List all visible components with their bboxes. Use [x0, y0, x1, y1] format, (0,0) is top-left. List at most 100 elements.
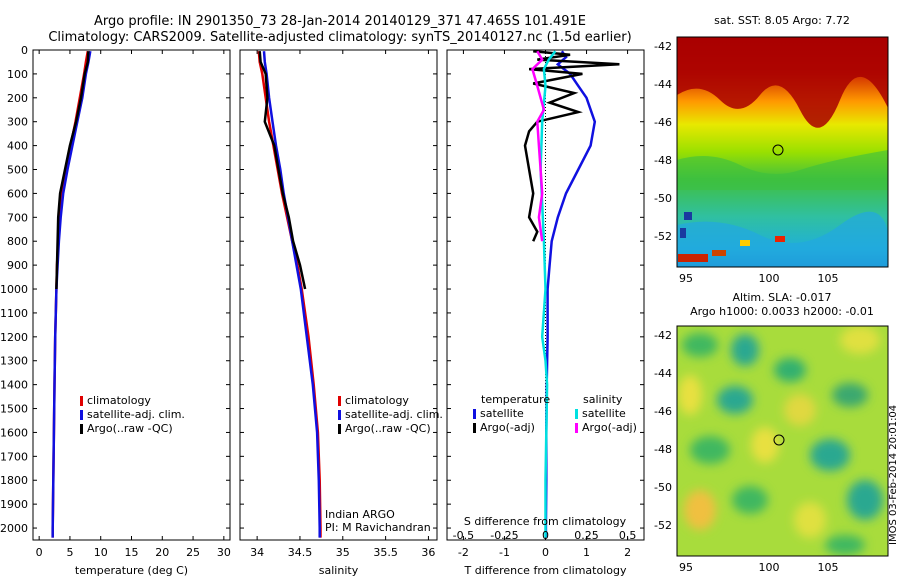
- depth-tick-label: 100: [7, 68, 28, 81]
- title-line-2: Climatology: CARS2009. Satellite-adjuste…: [48, 30, 632, 45]
- legend-swatch: [473, 409, 476, 419]
- legend-header-temperature: temperature: [481, 393, 550, 406]
- lat-tick-label: -48: [654, 443, 672, 456]
- depth-tick-label: 1600: [0, 426, 28, 439]
- imos-credit: IMOS 03-Feb-2014 20:01:04: [888, 405, 899, 545]
- depth-tick-label: 1100: [0, 307, 28, 320]
- depth-tick-label: 900: [7, 259, 28, 272]
- depth-tick-label: 700: [7, 211, 28, 224]
- legend-entry: climatology: [87, 394, 151, 407]
- lat-tick-label: -48: [654, 154, 672, 167]
- depth-tick-label: 1900: [0, 498, 28, 511]
- x-tick-label: 10: [94, 546, 108, 559]
- legend-swatch: [575, 423, 578, 433]
- sla-map: Altim. SLA: -0.017 Argo h1000: 0.0033 h2…: [654, 291, 899, 574]
- legend-entry: satellite-adj. clim.: [345, 408, 443, 421]
- x-tick-label: 35: [336, 546, 350, 559]
- s-tick-label: 0.25: [574, 529, 599, 542]
- depth-axis: 0 100 200 300 400 500 600 700 800 900 1000 1100 1200…: [0, 44, 644, 535]
- legend-swatch: [338, 410, 341, 420]
- series-line-climatology: [257, 51, 322, 538]
- s-tick-label: 0.5: [619, 529, 637, 542]
- depth-tick-label: 1400: [0, 379, 28, 392]
- sst-lon-ticks: 95 100 105: [679, 272, 839, 285]
- lon-tick-label: 95: [679, 561, 693, 574]
- lon-tick-label: 105: [818, 561, 839, 574]
- legend-entry: climatology: [345, 394, 409, 407]
- sst-map-title: sat. SST: 8.05 Argo: 7.72: [714, 14, 850, 27]
- lon-tick-label: 95: [679, 272, 693, 285]
- legend-swatch: [575, 409, 578, 419]
- x-axis-label: temperature (deg C): [75, 564, 188, 577]
- x-tick-label: 15: [125, 546, 139, 559]
- depth-tick-label: 1000: [0, 283, 28, 296]
- lat-tick-label: -46: [654, 405, 672, 418]
- legend-swatch: [80, 424, 83, 434]
- depth-tick-label: 0: [21, 44, 28, 57]
- lat-tick-label: -52: [654, 230, 672, 243]
- x-tick-label: 2: [624, 546, 631, 559]
- lat-tick-label: -46: [654, 116, 672, 129]
- x-tick-label: 25: [186, 546, 200, 559]
- annotation-program: Indian ARGO: [325, 508, 395, 521]
- depth-tick-label: 500: [7, 164, 28, 177]
- legend-entry: Argo(..raw -QC): [345, 422, 431, 435]
- series-line-satellite: [544, 50, 597, 538]
- series-line-satellite: [51, 50, 92, 538]
- x-tick-label: 0: [36, 546, 43, 559]
- salinity-panel: [239, 49, 438, 541]
- s-tick-label: 0: [542, 529, 549, 542]
- lon-tick-label: 100: [759, 272, 780, 285]
- x-tick-label: 20: [155, 546, 169, 559]
- x-tick-label: 34: [250, 546, 264, 559]
- x-axis-label: T difference from climatology: [464, 564, 627, 577]
- legend-swatch: [338, 424, 341, 434]
- lat-tick-label: -50: [654, 481, 672, 494]
- depth-tick-label: 400: [7, 140, 28, 153]
- series-line-argo: [523, 49, 620, 242]
- legend-entry: satellite-adj. clim.: [87, 408, 185, 421]
- lon-tick-label: 105: [818, 272, 839, 285]
- x-tick-label: 36: [421, 546, 435, 559]
- depth-tick-label: 2000: [0, 522, 28, 535]
- lat-tick-label: -50: [654, 192, 672, 205]
- s-tick-label: -0.25: [490, 529, 518, 542]
- lat-tick-label: -42: [654, 40, 672, 53]
- series-line-argo: [258, 51, 307, 290]
- depth-tick-label: 200: [7, 92, 28, 105]
- series-line-sat_s: [539, 50, 557, 538]
- sla-map-title: Altim. SLA: -0.017: [732, 291, 831, 304]
- legend-entry: Argo(..raw -QC): [87, 422, 173, 435]
- depth-tick-label: 1500: [0, 403, 28, 416]
- depth-tick-label: 1200: [0, 331, 28, 344]
- x-tick-label: 35.5: [373, 546, 398, 559]
- depth-tick-label: 1700: [0, 450, 28, 463]
- sst-map: sat. SST: 8.05 Argo: 7.72 -42 -44 -46 -48 -5…: [654, 14, 889, 285]
- x-tick-label: 1: [583, 546, 590, 559]
- legend-swatch: [80, 396, 83, 406]
- legend-entry: satellite: [582, 407, 626, 420]
- depth-tick-label: 300: [7, 116, 28, 129]
- legend-swatch: [338, 396, 341, 406]
- sla-lon-ticks: 95 100 105: [679, 561, 839, 574]
- x-axis-label-top: S difference from climatology: [464, 515, 627, 528]
- argo-position-marker-sla: [773, 434, 785, 446]
- lat-tick-label: -42: [654, 329, 672, 342]
- depth-tick-label: 600: [7, 187, 28, 200]
- legend-entry: Argo(-adj): [480, 421, 535, 434]
- series-line-climatology: [51, 50, 90, 538]
- annotation-pi: PI: M Ravichandran: [325, 521, 431, 534]
- depth-tick-label: 800: [7, 235, 28, 248]
- series-line-argo: [55, 51, 90, 290]
- sla-lat-ticks: -42 -44 -46 -48 -50 -52: [654, 329, 672, 532]
- x-axis-label: salinity: [319, 564, 359, 577]
- lat-tick-label: -52: [654, 519, 672, 532]
- lat-tick-label: -44: [654, 78, 672, 91]
- lat-tick-label: -44: [654, 367, 672, 380]
- series-line-argo_s: [530, 50, 546, 242]
- legend-header-salinity: salinity: [583, 393, 623, 406]
- x-tick-label: -1: [499, 546, 510, 559]
- x-tick-label: -2: [458, 546, 469, 559]
- s-tick-label: -0.5: [453, 529, 474, 542]
